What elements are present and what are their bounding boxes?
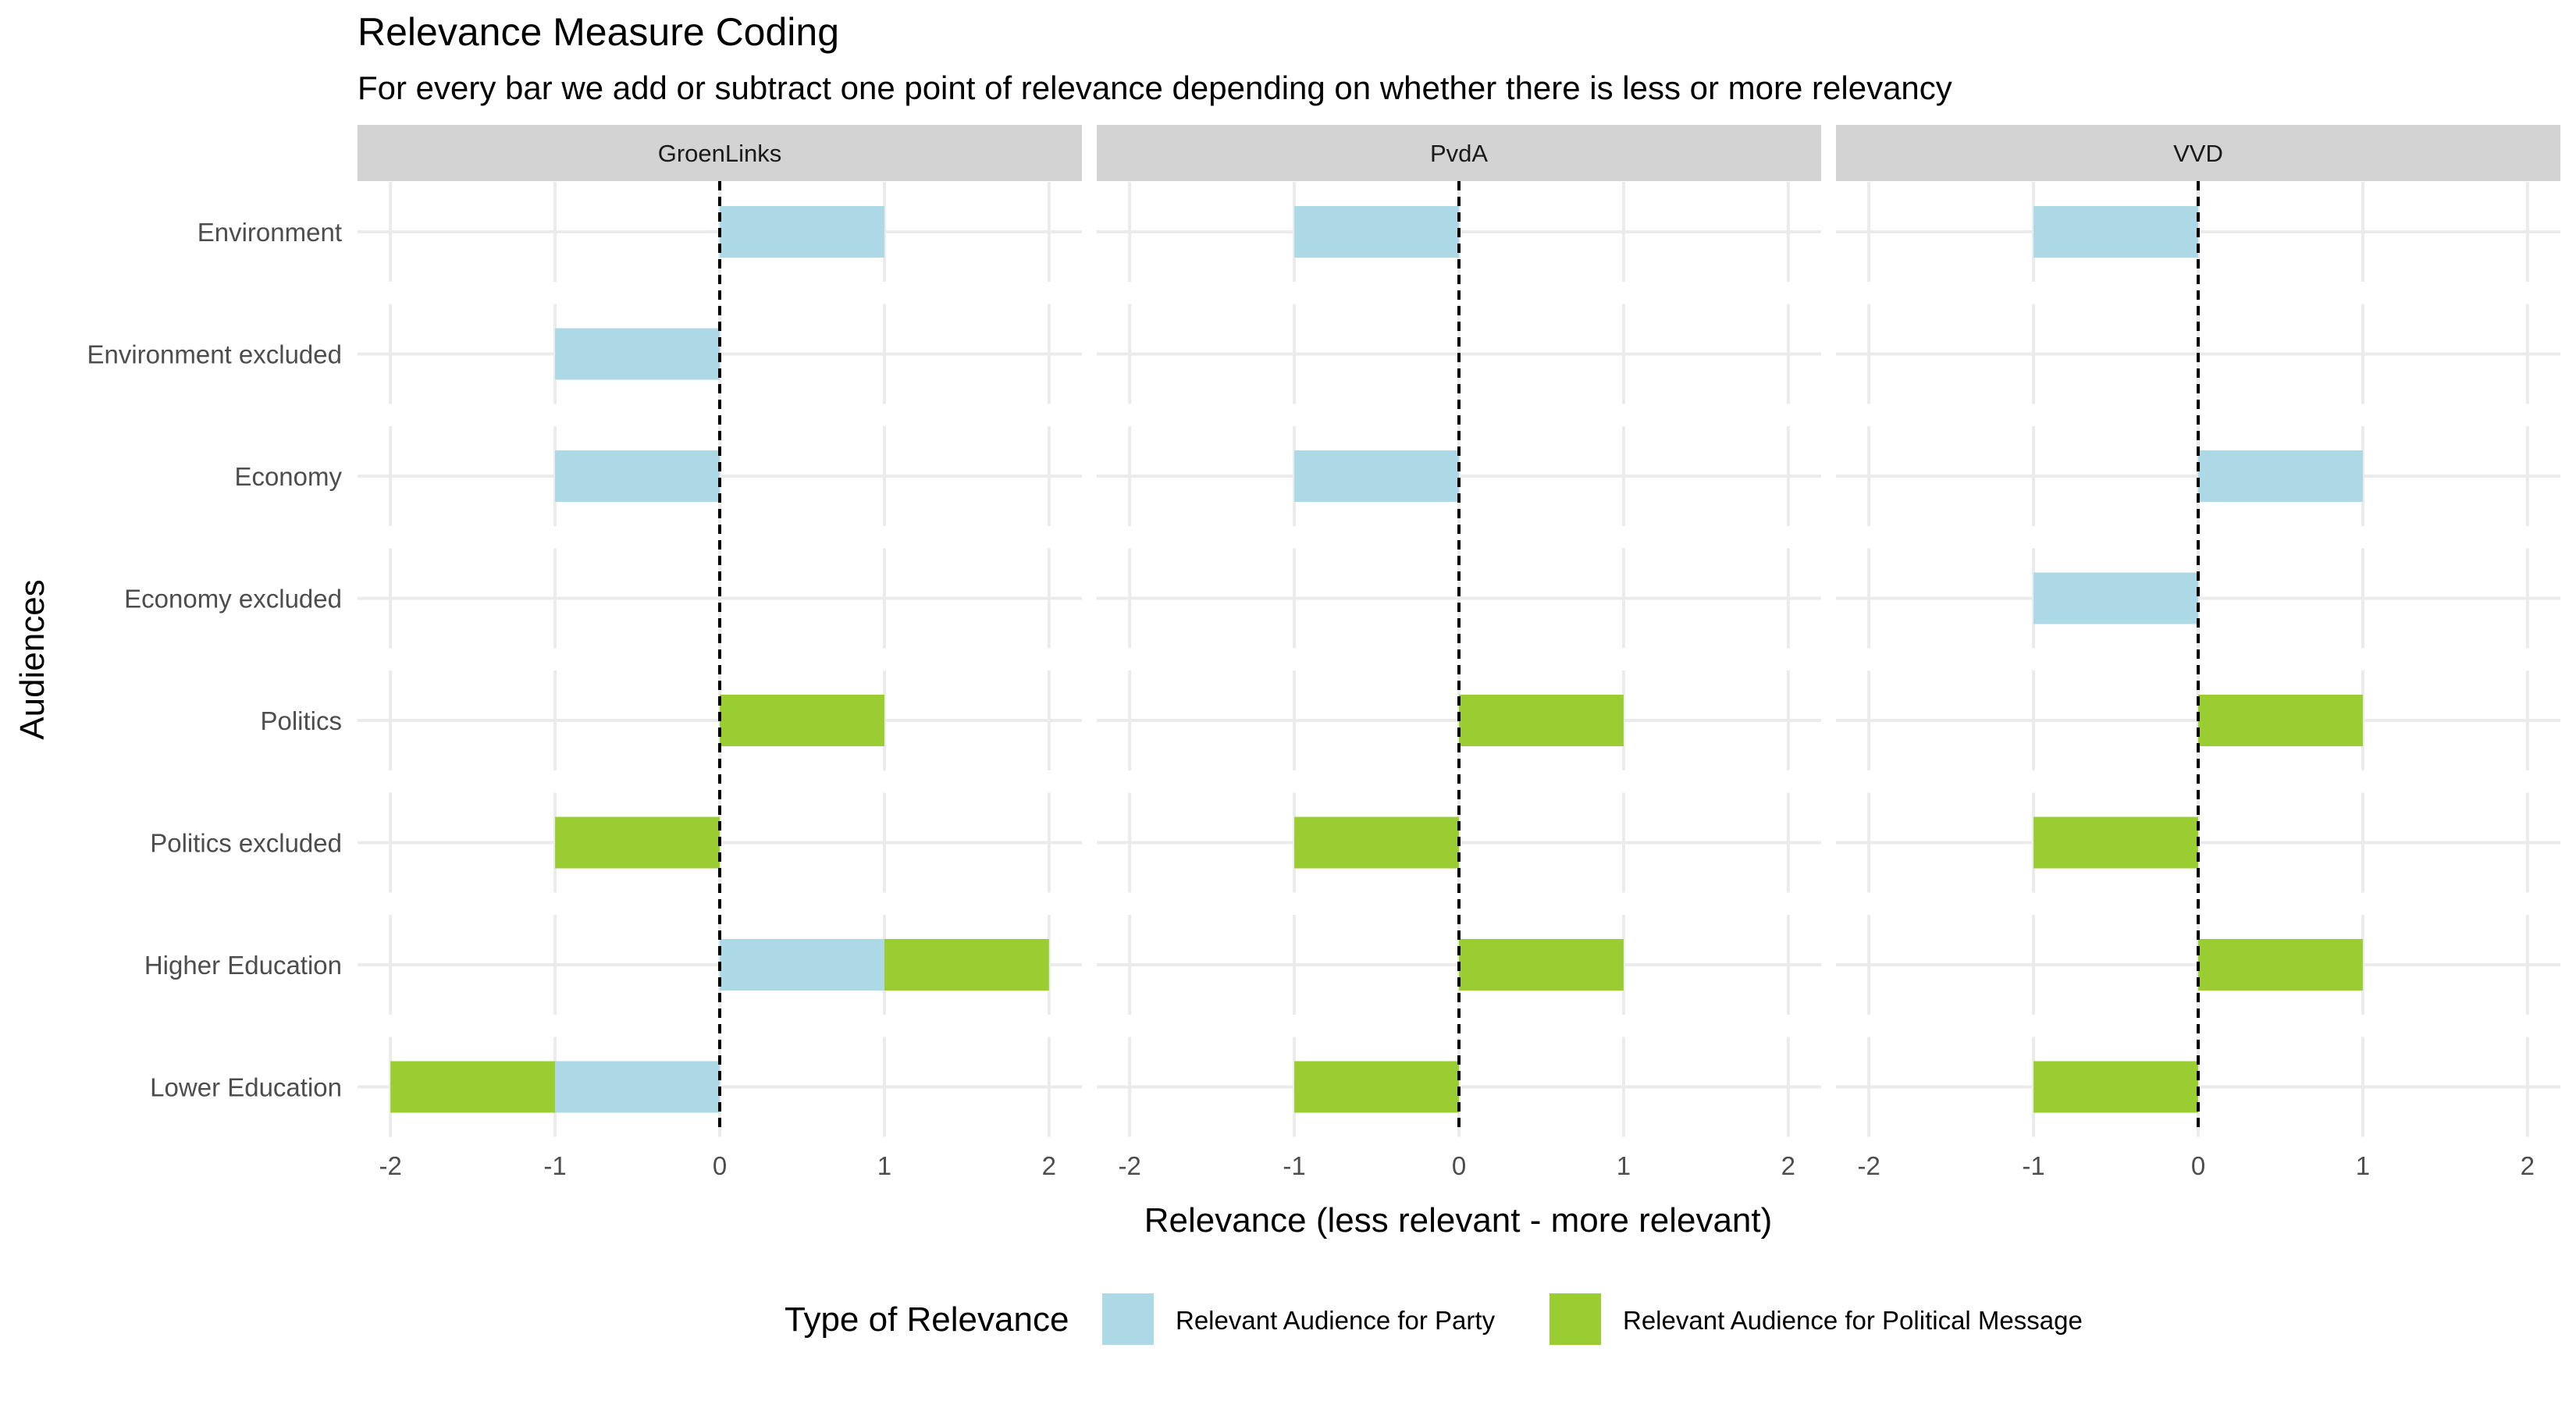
- legend-key-relevant-audience-for-political-message: [1550, 1293, 1601, 1345]
- bar-politics-excluded-relevant-audience-for-political-message: [1294, 816, 1459, 869]
- y-axis-title: Audiences: [13, 579, 52, 739]
- x-tick-label: 2: [1042, 1151, 1056, 1180]
- x-tick-label: 2: [2521, 1151, 2535, 1180]
- legend-label-relevant-audience-for-political-message: Relevant Audience for Political Message: [1623, 1306, 2083, 1335]
- y-tick-label: Environment: [197, 218, 342, 247]
- bar-economy-excluded-relevant-audience-for-party: [2033, 572, 2198, 624]
- facet-panel-pvda: PvdA -2 -1 0 1 2: [1097, 125, 1821, 1180]
- bar-environment-excluded-relevant-audience-for-party: [555, 328, 720, 380]
- x-tick-label: -2: [1119, 1151, 1141, 1180]
- y-tick-label: Politics: [260, 706, 342, 735]
- bar-politics-relevant-audience-for-political-message: [1459, 695, 1624, 746]
- x-tick-label: -1: [1283, 1151, 1305, 1180]
- bar-politics-excluded-relevant-audience-for-political-message: [2033, 816, 2198, 869]
- chart-subtitle: For every bar we add or subtract one poi…: [358, 69, 1952, 106]
- facet-strip: [1097, 125, 1821, 181]
- x-tick-label: 1: [2356, 1151, 2370, 1180]
- facet-strip-label: VVD: [2173, 140, 2223, 167]
- bar-lower-education-relevant-audience-for-political-message: [390, 1061, 556, 1113]
- x-tick-label: -1: [2022, 1151, 2044, 1180]
- bar-environment-relevant-audience-for-party: [2033, 206, 2198, 258]
- bar-politics-excluded-relevant-audience-for-political-message: [555, 816, 720, 869]
- facet-strip: [1836, 125, 2560, 181]
- bar-economy-relevant-audience-for-party: [1294, 450, 1459, 502]
- bar-lower-education-relevant-audience-for-party: [555, 1061, 720, 1113]
- y-tick-label: Lower Education: [150, 1073, 342, 1102]
- x-tick-label: 0: [2191, 1151, 2205, 1180]
- legend-label-relevant-audience-for-party: Relevant Audience for Party: [1176, 1306, 1496, 1335]
- bar-lower-education-relevant-audience-for-political-message: [1294, 1061, 1459, 1113]
- x-tick-label: -2: [1858, 1151, 1880, 1180]
- x-tick-label: 2: [1781, 1151, 1795, 1180]
- legend-title: Type of Relevance: [785, 1300, 1069, 1339]
- bar-economy-relevant-audience-for-party: [555, 450, 720, 502]
- facet-strip-label: GroenLinks: [658, 140, 782, 167]
- bar-environment-relevant-audience-for-party: [720, 206, 884, 258]
- x-axis-title: Relevance (less relevant - more relevant…: [1144, 1201, 1773, 1240]
- legend: Type of Relevance Relevant Audience for …: [785, 1293, 2083, 1345]
- x-tick-label: -2: [379, 1151, 402, 1180]
- y-tick-label: Politics excluded: [150, 829, 342, 858]
- facet-strip-label: PvdA: [1430, 140, 1488, 167]
- y-tick-label: Economy: [234, 462, 342, 491]
- bar-economy-relevant-audience-for-party: [2198, 450, 2363, 502]
- y-tick-label: Economy excluded: [124, 585, 342, 614]
- x-tick-label: 1: [1617, 1151, 1631, 1180]
- facet-panels: GroenLinks -2 -1 0 1 2 PvdA -2 -1 0 1 2 VVD -2 -1 0 1 2 En…: [87, 125, 2560, 1180]
- bar-higher-education-relevant-audience-for-party: [720, 939, 884, 991]
- bar-higher-education-relevant-audience-for-political-message: [2198, 939, 2363, 991]
- y-tick-label: Environment excluded: [87, 340, 342, 369]
- bar-higher-education-relevant-audience-for-political-message: [884, 939, 1049, 991]
- bar-lower-education-relevant-audience-for-political-message: [2033, 1061, 2198, 1113]
- x-tick-label: 0: [713, 1151, 727, 1180]
- x-tick-label: 1: [877, 1151, 891, 1180]
- bar-politics-relevant-audience-for-political-message: [720, 695, 884, 746]
- facet-strip: [358, 125, 1082, 181]
- legend-key-relevant-audience-for-party: [1102, 1293, 1154, 1345]
- y-tick-label: Higher Education: [144, 951, 342, 980]
- bar-higher-education-relevant-audience-for-political-message: [1459, 939, 1624, 991]
- facet-panel-vvd: VVD -2 -1 0 1 2: [1836, 125, 2560, 1180]
- bar-politics-relevant-audience-for-political-message: [2198, 695, 2363, 746]
- chart-title: Relevance Measure Coding: [358, 10, 839, 54]
- facet-panel-groenlinks: GroenLinks -2 -1 0 1 2: [358, 125, 1082, 1180]
- x-tick-label: -1: [543, 1151, 566, 1180]
- bar-environment-relevant-audience-for-party: [1294, 206, 1459, 258]
- x-tick-label: 0: [1452, 1151, 1466, 1180]
